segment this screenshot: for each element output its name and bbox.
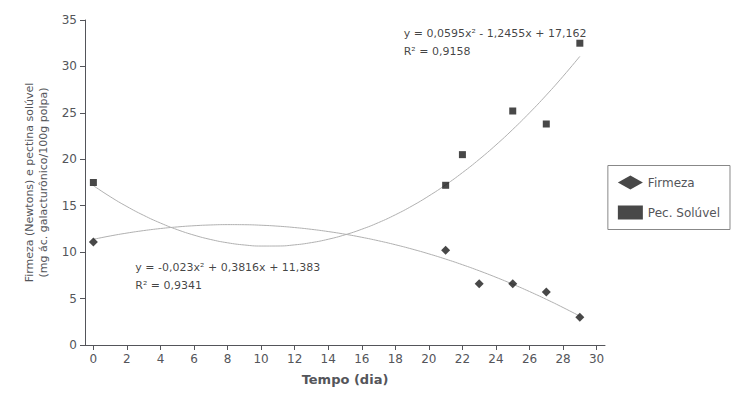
svg-text:12: 12 (287, 352, 302, 366)
svg-text:15: 15 (62, 199, 77, 213)
svg-text:20: 20 (62, 152, 77, 166)
svg-text:25: 25 (62, 106, 77, 120)
svg-text:8: 8 (224, 352, 232, 366)
svg-text:y = 0,0595x² - 1,2455x + 17,16: y = 0,0595x² - 1,2455x + 17,162 (404, 27, 587, 40)
svg-text:0: 0 (69, 338, 77, 352)
svg-text:22: 22 (455, 352, 470, 366)
svg-text:35: 35 (62, 13, 77, 27)
svg-text:Firmeza (Newtons) e pectina so: Firmeza (Newtons) e pectina solúvel (23, 83, 36, 283)
svg-text:Firmeza: Firmeza (648, 176, 695, 190)
svg-text:6: 6 (190, 352, 198, 366)
svg-text:R² = 0,9341: R² = 0,9341 (135, 279, 202, 292)
svg-text:2: 2 (123, 352, 131, 366)
svg-text:28: 28 (555, 352, 570, 366)
svg-text:(mg ác. galacturônico/100g pol: (mg ác. galacturônico/100g polpa) (37, 88, 50, 278)
svg-text:30: 30 (62, 59, 77, 73)
svg-text:20: 20 (421, 352, 436, 366)
svg-text:10: 10 (253, 352, 268, 366)
svg-text:R² = 0,9158: R² = 0,9158 (404, 45, 471, 58)
svg-text:y = -0,023x² + 0,3816x + 11,38: y = -0,023x² + 0,3816x + 11,383 (135, 261, 320, 274)
svg-text:Pec. Solúvel: Pec. Solúvel (648, 206, 720, 220)
svg-text:18: 18 (388, 352, 403, 366)
svg-text:14: 14 (321, 352, 336, 366)
svg-text:26: 26 (522, 352, 537, 366)
svg-text:4: 4 (157, 352, 165, 366)
svg-text:0: 0 (90, 352, 98, 366)
svg-text:5: 5 (69, 292, 77, 306)
svg-text:24: 24 (488, 352, 503, 366)
svg-text:10: 10 (62, 245, 77, 259)
svg-text:Tempo (dia): Tempo (dia) (302, 372, 389, 387)
svg-text:16: 16 (354, 352, 369, 366)
svg-text:30: 30 (589, 352, 604, 366)
